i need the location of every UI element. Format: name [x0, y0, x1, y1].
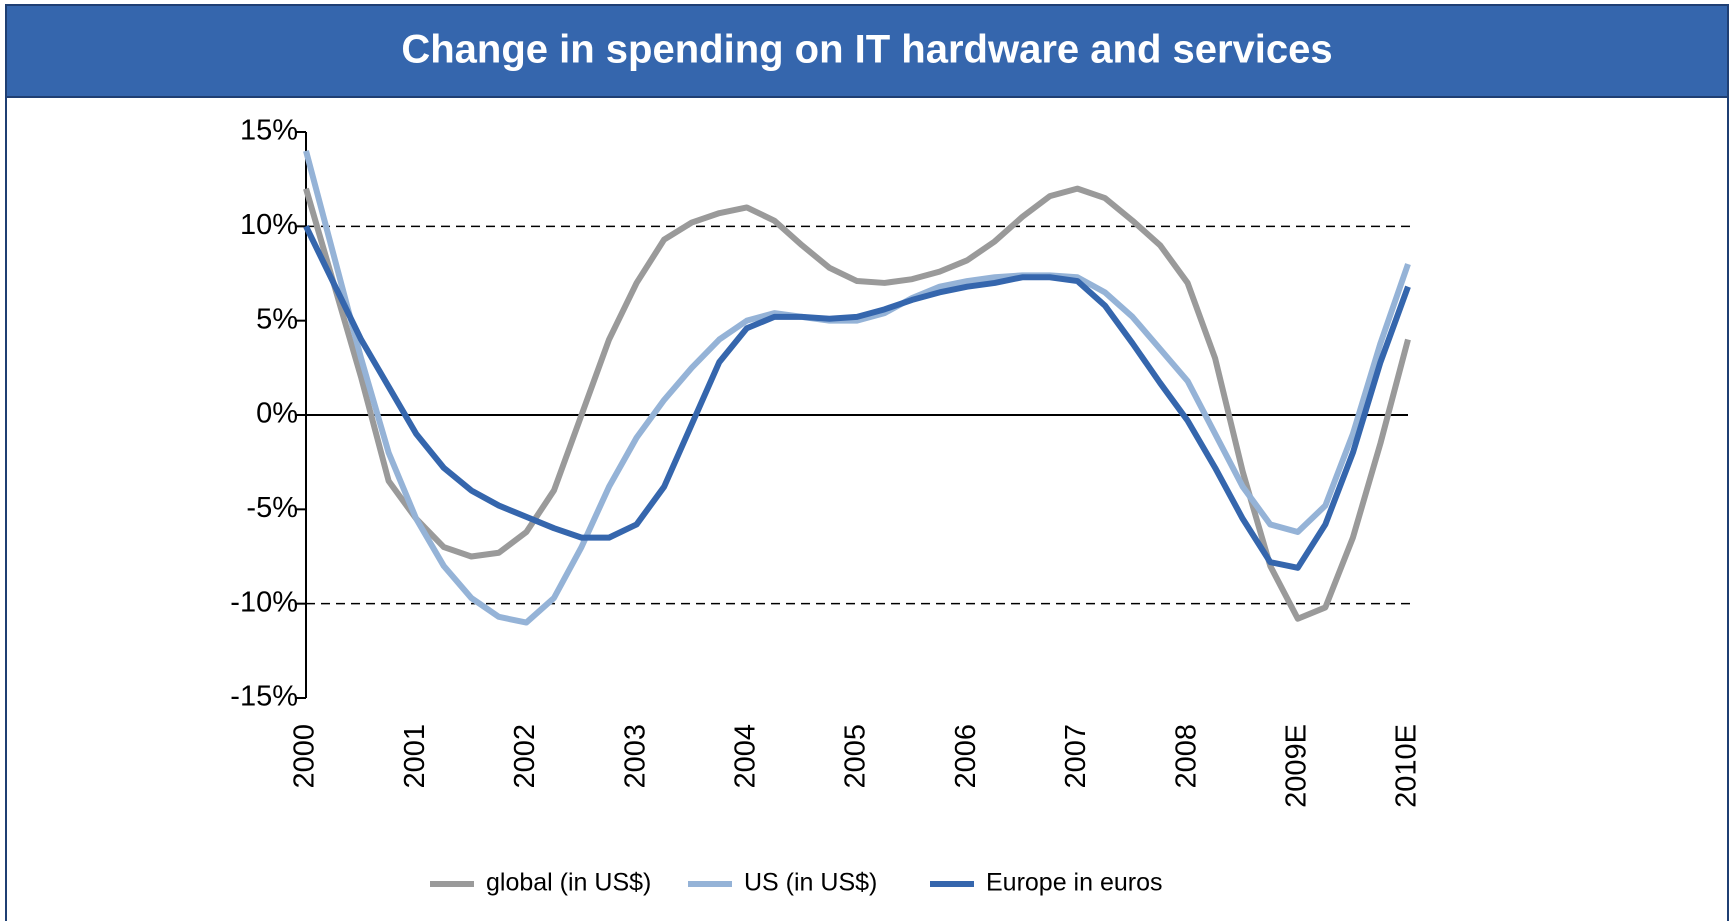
y-tick-label: 15% [240, 115, 298, 147]
x-tick-label: 2008 [1170, 724, 1202, 789]
y-tick-label: 10% [240, 209, 298, 241]
legend-label: global (in US$) [486, 869, 651, 897]
chart-title: Change in spending on IT hardware and se… [401, 28, 1332, 72]
x-tick-label: 2002 [509, 724, 541, 789]
series-line [303, 225, 1411, 571]
y-tick-label: -5% [246, 492, 298, 524]
series-line [303, 150, 1411, 626]
x-tick-label: 2003 [619, 724, 651, 789]
series-line [303, 185, 1411, 622]
title-bar [5, 4, 1729, 98]
y-tick-label: 5% [256, 303, 298, 335]
x-tick-label: 2007 [1060, 724, 1092, 789]
y-tick-label: 0% [256, 398, 298, 430]
y-tick-label: -10% [230, 586, 298, 618]
x-tick-label: 2006 [950, 724, 982, 789]
x-tick-label: 2000 [289, 724, 321, 789]
x-tick-label: 2009E [1280, 724, 1312, 808]
y-tick-label: -15% [230, 681, 298, 713]
x-tick-label: 2004 [729, 724, 761, 789]
x-tick-label: 2010E [1391, 724, 1423, 808]
x-tick-label: 2005 [840, 724, 872, 789]
x-tick-label: 2001 [399, 724, 431, 789]
frame [5, 4, 1729, 921]
legend-label: Europe in euros [986, 869, 1163, 897]
legend-label: US (in US$) [744, 869, 877, 897]
